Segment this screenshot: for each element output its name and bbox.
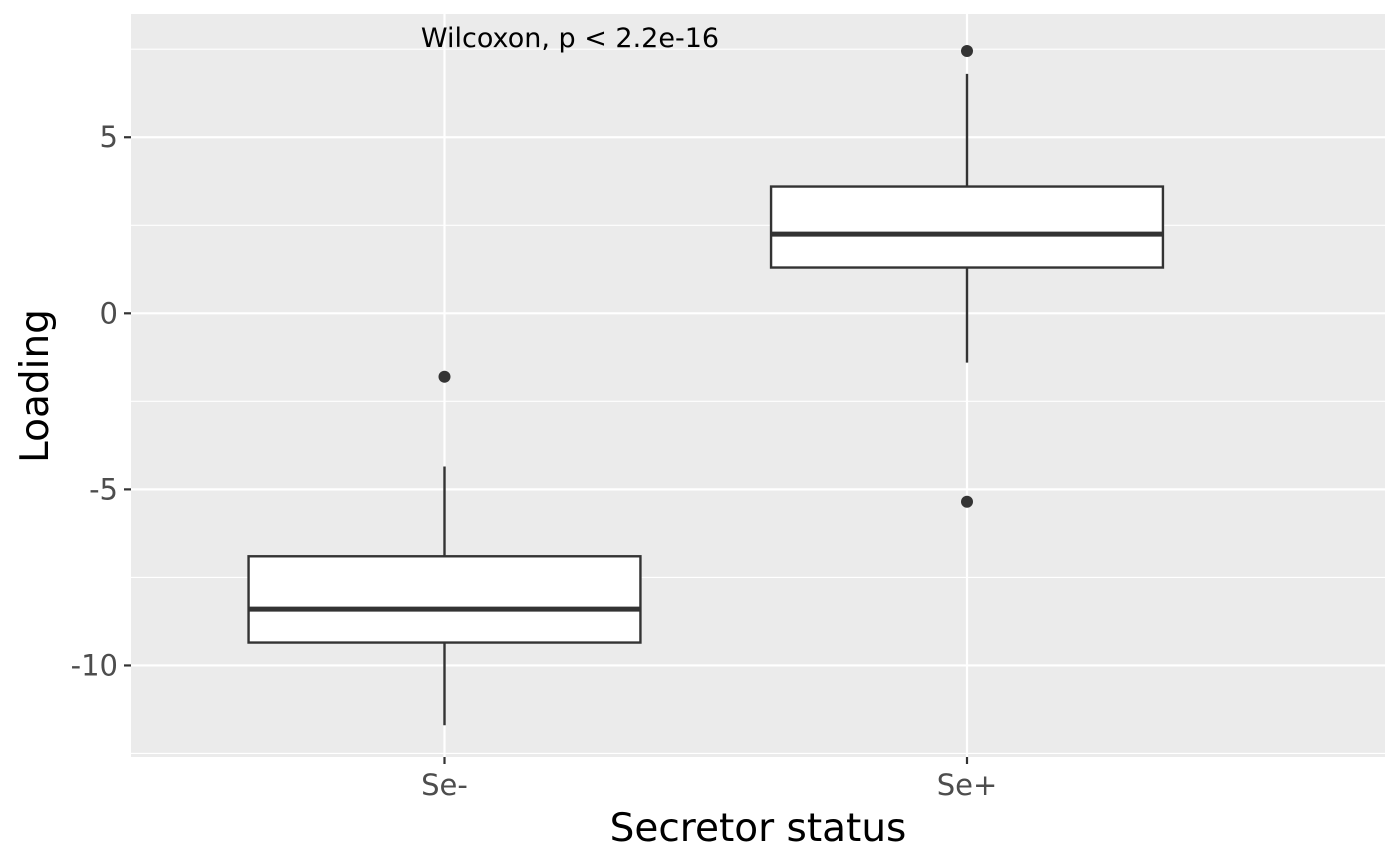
y-tick-label: -10 — [71, 648, 118, 682]
interquartile-box — [769, 185, 1165, 269]
outlier-point — [961, 44, 973, 57]
significance-annotation: Wilcoxon, p < 2.2e-16 — [421, 23, 719, 54]
box-se-minus — [247, 370, 642, 726]
y-axis-ticks: -10 -5 0 5 — [71, 120, 131, 682]
outlier-point — [438, 370, 451, 383]
x-axis-ticks: Se- Se+ — [421, 757, 997, 802]
box-se-plus — [769, 44, 1165, 508]
y-tick-label: 5 — [100, 120, 118, 154]
outlier-point — [961, 495, 973, 508]
x-axis-title: Secretor status — [610, 806, 907, 851]
plot-panel — [131, 14, 1385, 757]
interquartile-box — [247, 555, 642, 644]
y-tick-label: -5 — [89, 472, 118, 506]
y-axis-title: Loading — [13, 309, 58, 463]
x-tick-label: Se- — [421, 768, 468, 802]
y-tick-label: 0 — [100, 296, 118, 330]
boxplot-series — [247, 44, 1165, 726]
x-tick-label: Se+ — [937, 768, 998, 802]
